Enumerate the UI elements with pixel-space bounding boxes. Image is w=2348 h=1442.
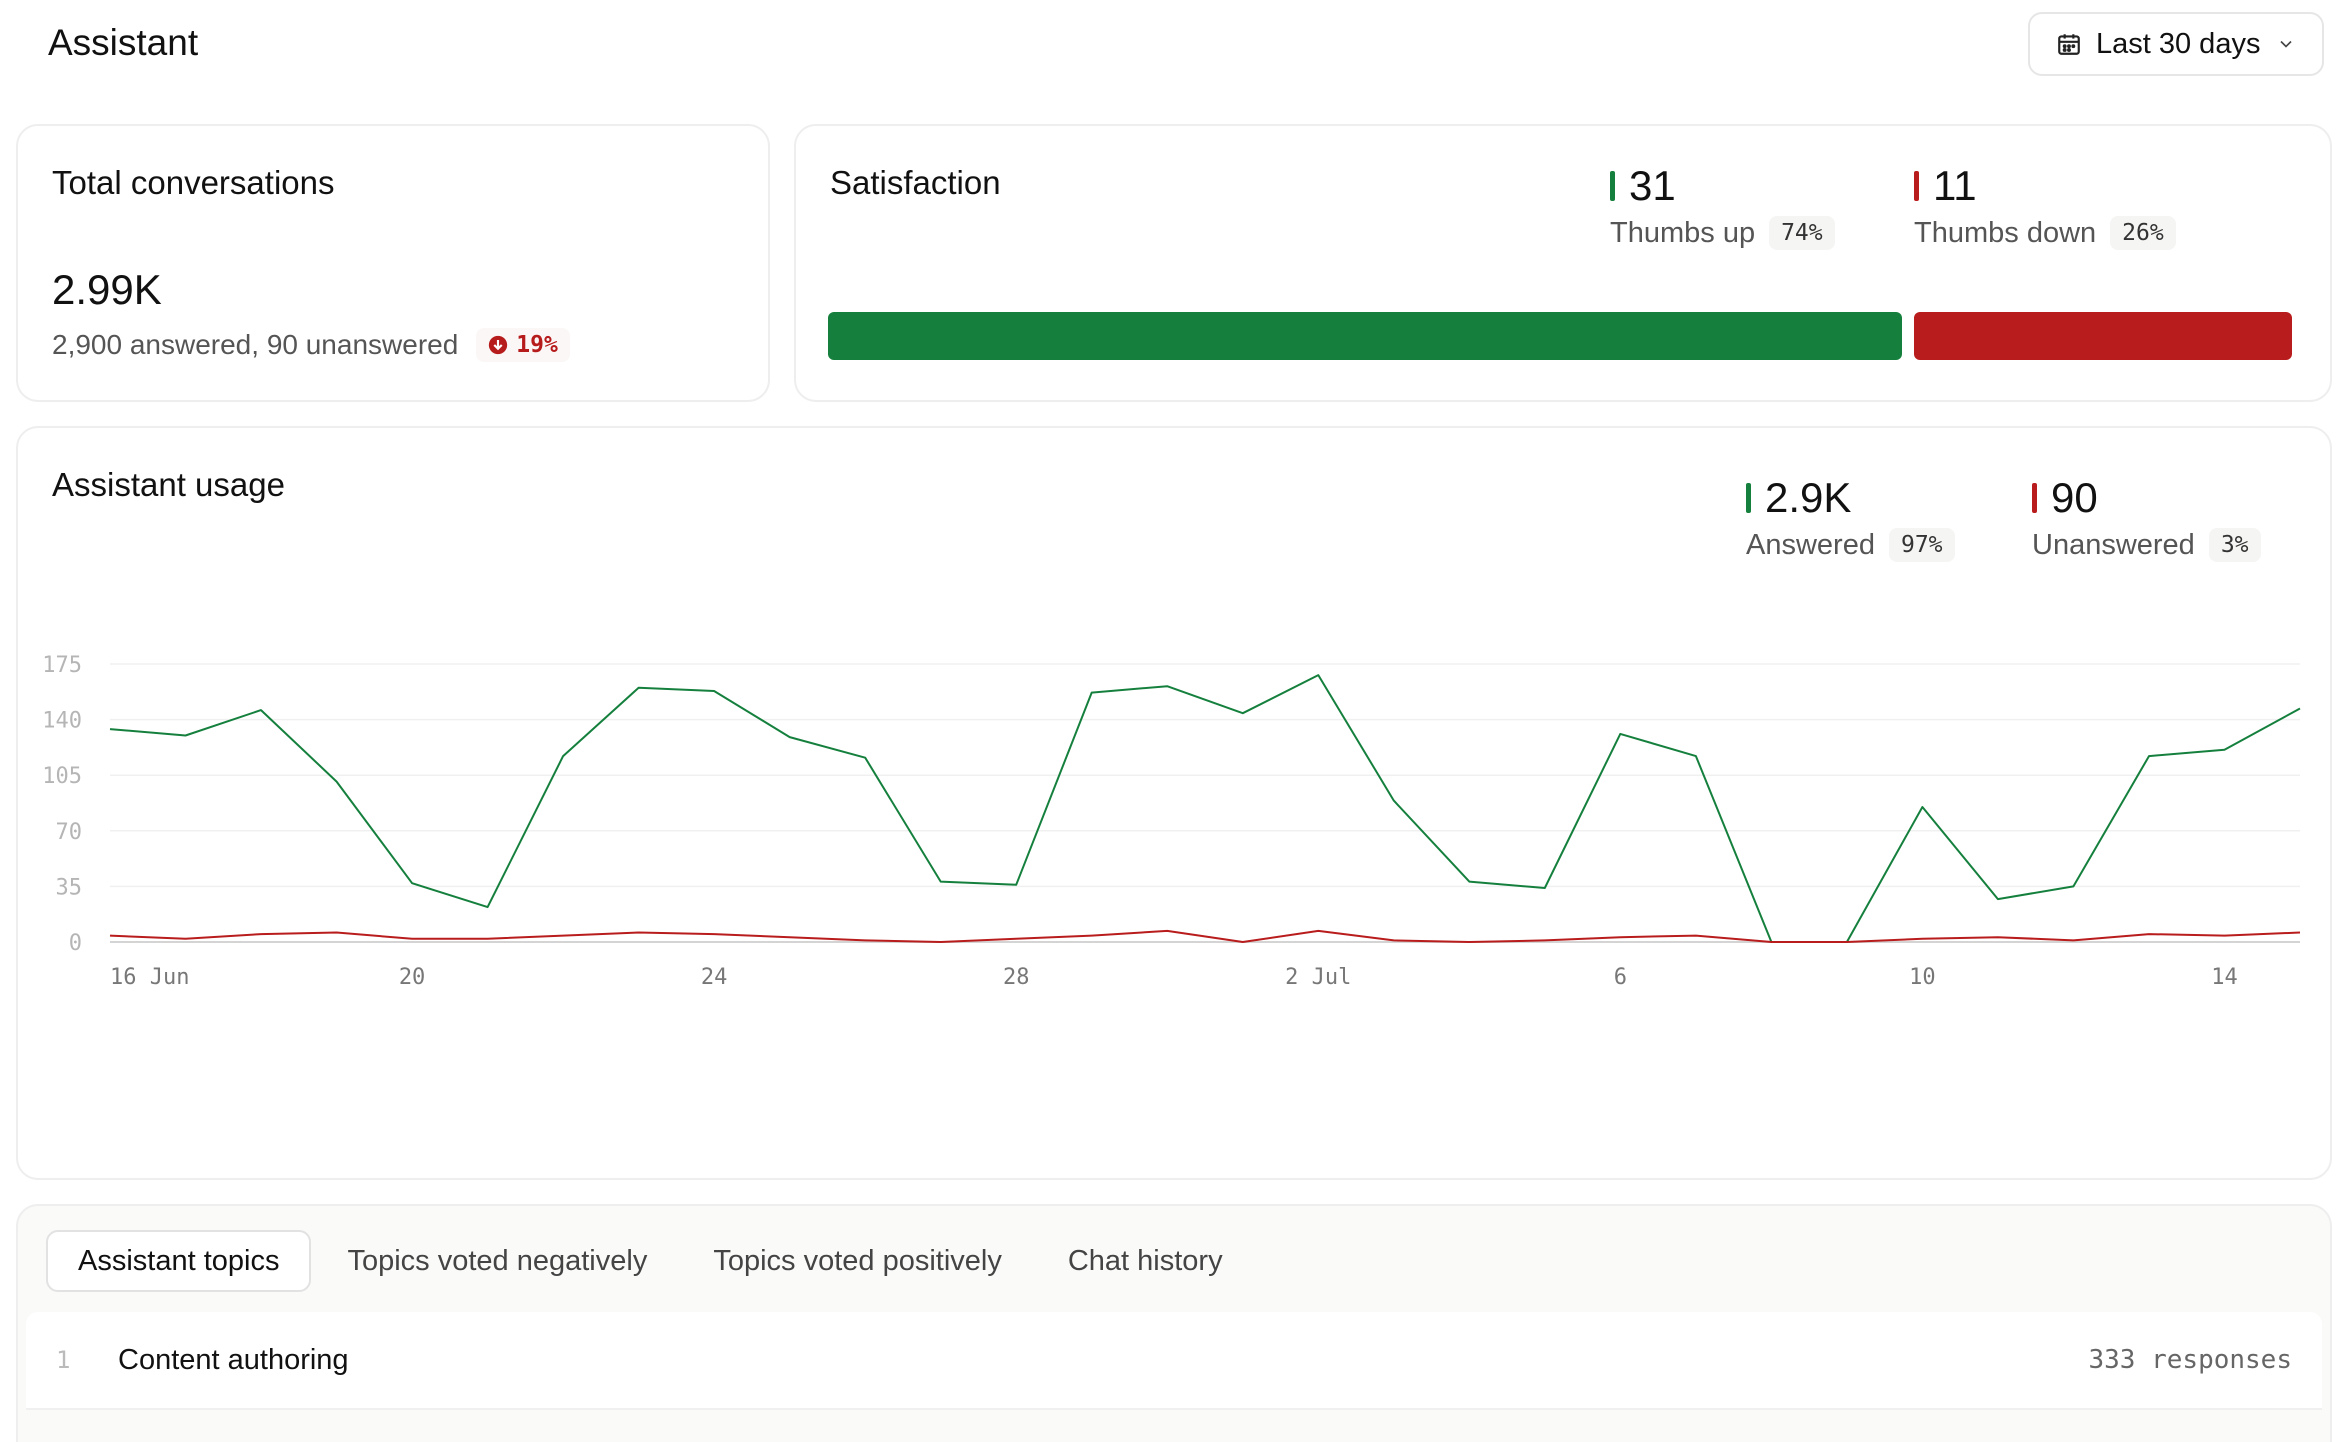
x-tick-label: 10 xyxy=(1909,965,1936,990)
conversations-detail-text: 2,900 answered, 90 unanswered xyxy=(52,329,459,360)
total-conversations-value: 2.99K xyxy=(52,266,162,313)
thumbs-down-count: 11 xyxy=(1933,162,1977,209)
thumbs-down-stat: 11 Thumbs down 26% xyxy=(1914,162,2176,250)
assistant-usage-card: Assistant usage 2.9K Answered 97% 90 Una… xyxy=(16,426,2332,1180)
series-line-answered xyxy=(109,674,2301,943)
unanswered-stat: 90 Unanswered 3% xyxy=(2032,474,2261,562)
calendar-icon xyxy=(2056,31,2082,57)
change-badge: 19% xyxy=(476,328,570,362)
x-tick-label: 28 xyxy=(1003,965,1030,990)
usage-line-chart: 0 35 70 105 140 175 16 Jun 20 24 28 2 Jul 6 10 14 xyxy=(42,653,2301,990)
answered-percent: 97% xyxy=(1888,528,1955,562)
card-title: Total conversations xyxy=(52,164,335,201)
thumbs-down-percent: 26% xyxy=(2110,216,2176,250)
x-tick-label: 2 Jul xyxy=(1285,965,1351,990)
x-tick-label: 24 xyxy=(701,965,728,990)
total-conversations-card: Total conversations 2.99K 2,900 answered… xyxy=(16,124,770,402)
thumbs-up-bar xyxy=(828,312,1902,360)
x-tick-label: 6 xyxy=(1614,965,1627,990)
date-range-button[interactable]: Last 30 days xyxy=(2028,12,2324,76)
y-tick-label: 0 xyxy=(69,931,82,956)
date-range-label: Last 30 days xyxy=(2096,27,2261,60)
topics-tabs: Assistant topics Topics voted negatively T… xyxy=(46,1230,1259,1292)
negative-marker xyxy=(1914,171,1919,201)
satisfaction-card: Satisfaction 31 Thumbs up 74% 11 Thumbs … xyxy=(794,124,2332,402)
x-tick-label: 16 Jun xyxy=(110,965,189,990)
y-tick-label: 70 xyxy=(56,820,83,845)
unanswered-percent: 3% xyxy=(2208,528,2261,562)
card-title: Satisfaction xyxy=(830,164,1001,201)
topic-list: 1 Content authoring 333 responses xyxy=(26,1312,2322,1410)
arrow-down-circle-icon xyxy=(488,335,508,355)
tab-topics-voted-negatively[interactable]: Topics voted negatively xyxy=(347,1244,648,1277)
answered-label: Answered xyxy=(1746,528,1875,561)
y-tick-label: 175 xyxy=(42,653,82,678)
topic-response-count: 333 responses xyxy=(2088,1345,2293,1375)
card-title: Assistant usage xyxy=(52,466,285,503)
x-tick-label: 14 xyxy=(2211,965,2238,990)
x-tick-label: 20 xyxy=(399,965,426,990)
table-row[interactable]: 1 Content authoring 333 responses xyxy=(26,1312,2322,1410)
chevron-down-icon xyxy=(2276,34,2296,54)
thumbs-up-percent: 74% xyxy=(1769,216,1835,250)
thumbs-up-stat: 31 Thumbs up 74% xyxy=(1610,162,1835,250)
thumbs-up-label: Thumbs up xyxy=(1610,216,1756,249)
tab-assistant-topics[interactable]: Assistant topics xyxy=(46,1230,312,1292)
unanswered-count: 90 xyxy=(2051,474,2098,521)
tab-chat-history[interactable]: Chat history xyxy=(1067,1244,1223,1277)
topic-name: Content authoring xyxy=(118,1343,349,1376)
thumbs-up-count: 31 xyxy=(1629,162,1676,209)
series-line-unanswered xyxy=(109,929,2301,943)
answered-count: 2.9K xyxy=(1765,474,1852,521)
y-tick-label: 35 xyxy=(56,875,83,900)
topic-rank: 1 xyxy=(56,1346,71,1374)
thumbs-down-bar xyxy=(1914,312,2292,360)
positive-marker xyxy=(1610,171,1615,201)
page-title: Assistant xyxy=(48,22,199,63)
topics-panel: Assistant topics Topics voted negatively T… xyxy=(16,1204,2332,1442)
change-value: 19% xyxy=(516,332,558,358)
unanswered-label: Unanswered xyxy=(2032,528,2195,561)
y-tick-label: 140 xyxy=(42,709,82,734)
y-tick-label: 105 xyxy=(42,764,82,789)
thumbs-down-label: Thumbs down xyxy=(1914,216,2097,249)
answered-stat: 2.9K Answered 97% xyxy=(1746,474,1955,562)
tab-topics-voted-positively[interactable]: Topics voted positively xyxy=(713,1244,1002,1277)
conversations-detail: 2,900 answered, 90 unanswered 19% xyxy=(52,328,570,362)
positive-marker xyxy=(1746,483,1751,513)
negative-marker xyxy=(2032,483,2037,513)
